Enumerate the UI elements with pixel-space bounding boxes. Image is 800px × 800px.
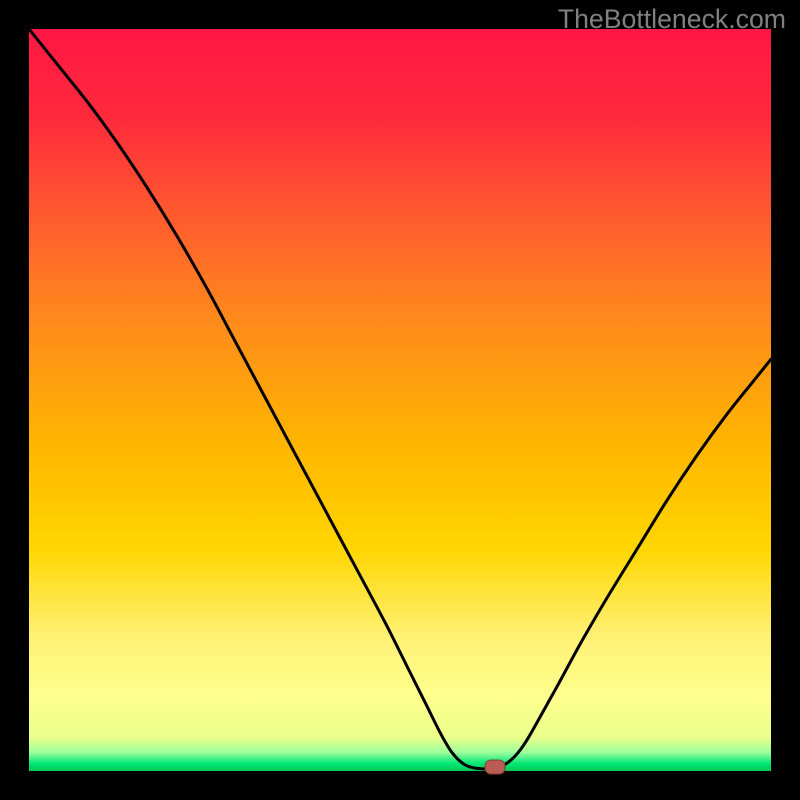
optimal-point-marker [484,759,506,775]
watermark-text: TheBottleneck.com [558,4,786,35]
plot-gradient-background [29,29,771,771]
chart-stage: TheBottleneck.com [0,0,800,800]
